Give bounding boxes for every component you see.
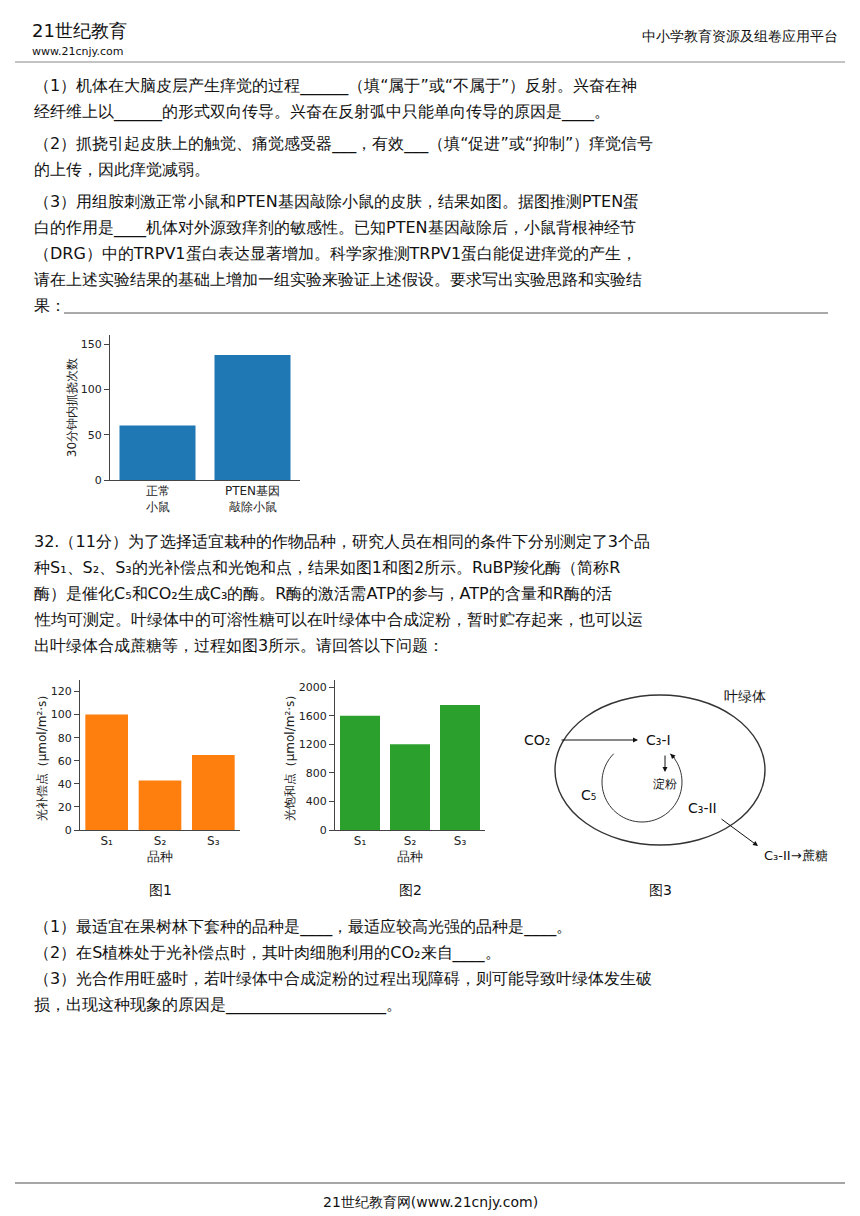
svg-text:淀粉: 淀粉 bbox=[653, 777, 677, 791]
svg-text:光饱和点（μmol/m²·s）: 光饱和点（μmol/m²·s） bbox=[283, 689, 297, 822]
svg-text:0: 0 bbox=[95, 474, 102, 487]
svg-text:www.21cnjy.com: www.21cnjy.com bbox=[32, 45, 123, 58]
svg-text:1200: 1200 bbox=[299, 738, 327, 751]
svg-text:的上传，因此痒觉减弱。: 的上传，因此痒觉减弱。 bbox=[34, 160, 210, 179]
svg-text:白的作用是____机体对外源致痒剂的敏感性。已知PTEN基因: 白的作用是____机体对外源致痒剂的敏感性。已知PTEN基因敲除后，小鼠背根神经… bbox=[34, 218, 636, 238]
svg-text:30分钟内抓挠次数: 30分钟内抓挠次数 bbox=[65, 358, 79, 457]
svg-text:21世纪教育网(www.21cnjy.com): 21世纪教育网(www.21cnjy.com) bbox=[323, 1194, 538, 1210]
svg-text:图2: 图2 bbox=[399, 882, 422, 898]
svg-text:CO₂: CO₂ bbox=[524, 732, 550, 748]
svg-text:图1: 图1 bbox=[149, 882, 172, 898]
svg-text:请在上述实验结果的基础上增加一组实验来验证上述假设。要求写出: 请在上述实验结果的基础上增加一组实验来验证上述假设。要求写出实验思路和实验结 bbox=[34, 270, 642, 289]
svg-text:80: 80 bbox=[58, 732, 72, 745]
svg-text:叶绿体: 叶绿体 bbox=[724, 688, 766, 704]
svg-text:C₅: C₅ bbox=[581, 787, 596, 803]
svg-text:光补偿点（μmol/m²·s）: 光补偿点（μmol/m²·s） bbox=[35, 689, 49, 822]
svg-text:120: 120 bbox=[51, 685, 72, 698]
svg-text:800: 800 bbox=[306, 767, 327, 780]
svg-text:图3: 图3 bbox=[649, 882, 672, 898]
svg-text:（3）用组胺刺激正常小鼠和PTEN基因敲除小鼠的皮肤，结果如: （3）用组胺刺激正常小鼠和PTEN基因敲除小鼠的皮肤，结果如图。据图推测PTEN… bbox=[34, 192, 639, 211]
svg-text:C₃-I: C₃-I bbox=[646, 732, 671, 748]
svg-text:150: 150 bbox=[81, 338, 102, 351]
svg-text:酶）是催化C₅和CO₂生成C₃的酶。R酶的激活需ATP的参与: 酶）是催化C₅和CO₂生成C₃的酶。R酶的激活需ATP的参与，ATP的含量和R酶… bbox=[34, 584, 612, 603]
svg-text:100: 100 bbox=[81, 383, 102, 396]
svg-text:（1）最适宜在果树林下套种的品种是____，最适应较高光强的: （1）最适宜在果树林下套种的品种是____，最适应较高光强的品种是____。 bbox=[34, 917, 572, 937]
svg-text:100: 100 bbox=[51, 708, 72, 721]
svg-text:32.（11分）为了选择适宜栽种的作物品种，研究人员在相同的: 32.（11分）为了选择适宜栽种的作物品种，研究人员在相同的条件下分别测定了3个… bbox=[34, 532, 650, 551]
svg-text:C₃-II: C₃-II bbox=[688, 800, 717, 816]
svg-text:S₃: S₃ bbox=[207, 834, 220, 848]
svg-text:种S₁、S₂、S₃的光补偿点和光饱和点，结果如图1和图2所示: 种S₁、S₂、S₃的光补偿点和光饱和点，结果如图1和图2所示。RuBP羧化酶（简… bbox=[34, 558, 620, 577]
svg-text:20: 20 bbox=[58, 801, 72, 814]
svg-text:（3）光合作用旺盛时，若叶绿体中合成淀粉的过程出现障碍，则可: （3）光合作用旺盛时，若叶绿体中合成淀粉的过程出现障碍，则可能导致叶绿体发生破 bbox=[34, 969, 652, 988]
svg-text:S₂: S₂ bbox=[404, 834, 417, 848]
svg-text:损，出现这种现象的原因是__________________: 损，出现这种现象的原因是____________________。 bbox=[34, 995, 402, 1015]
svg-text:果：: 果： bbox=[34, 296, 66, 315]
svg-text:（1）机体在大脑皮层产生痒觉的过程______（填“属于”或: （1）机体在大脑皮层产生痒觉的过程______（填“属于”或“不属于”）反射。兴… bbox=[34, 76, 637, 96]
svg-text:21世纪教育: 21世纪教育 bbox=[32, 20, 127, 41]
svg-text:1600: 1600 bbox=[299, 710, 327, 723]
svg-text:正常小鼠: 正常小鼠 bbox=[146, 484, 170, 514]
svg-text:（DRG）中的TRPV1蛋白表达显著增加。科学家推测TRPV: （DRG）中的TRPV1蛋白表达显著增加。科学家推测TRPV1蛋白能促进痒觉的产… bbox=[34, 244, 637, 263]
svg-text:经纤维上以______的形式双向传导。兴奋在反射弧中只能单向: 经纤维上以______的形式双向传导。兴奋在反射弧中只能单向传导的原因是____… bbox=[34, 102, 610, 122]
svg-text:品种: 品种 bbox=[397, 849, 423, 864]
svg-text:0: 0 bbox=[320, 824, 327, 837]
svg-text:中小学教育资源及组卷应用平台: 中小学教育资源及组卷应用平台 bbox=[642, 28, 838, 44]
svg-text:S₃: S₃ bbox=[454, 834, 467, 848]
svg-text:40: 40 bbox=[58, 778, 72, 791]
svg-text:S₂: S₂ bbox=[154, 834, 167, 848]
svg-text:400: 400 bbox=[306, 795, 327, 808]
svg-text:S₁: S₁ bbox=[100, 834, 113, 848]
svg-text:50: 50 bbox=[88, 429, 102, 442]
svg-text:60: 60 bbox=[58, 755, 72, 768]
svg-text:（2）抓挠引起皮肤上的触觉、痛觉感受器___，有效___（填: （2）抓挠引起皮肤上的触觉、痛觉感受器___，有效___（填“促进”或“抑制”）… bbox=[34, 134, 653, 154]
svg-text:出叶绿体合成蔗糖等，过程如图3所示。请回答以下问题：: 出叶绿体合成蔗糖等，过程如图3所示。请回答以下问题： bbox=[34, 636, 444, 655]
svg-text:品种: 品种 bbox=[147, 849, 173, 864]
svg-text:PTEN基因敲除小鼠: PTEN基因敲除小鼠 bbox=[225, 484, 280, 514]
svg-text:（2）在S植株处于光补偿点时，其叶肉细胞利用的CO₂来自__: （2）在S植株处于光补偿点时，其叶肉细胞利用的CO₂来自____。 bbox=[34, 943, 501, 963]
svg-text:2000: 2000 bbox=[299, 681, 327, 694]
svg-text:S₁: S₁ bbox=[354, 834, 367, 848]
svg-text:性均可测定。叶绿体中的可溶性糖可以在叶绿体中合成淀粉，暂时贮: 性均可测定。叶绿体中的可溶性糖可以在叶绿体中合成淀粉，暂时贮存起来，也可以运 bbox=[34, 610, 643, 629]
svg-text:0: 0 bbox=[65, 824, 72, 837]
svg-text:C₃-II→蔗糖: C₃-II→蔗糖 bbox=[764, 848, 828, 863]
